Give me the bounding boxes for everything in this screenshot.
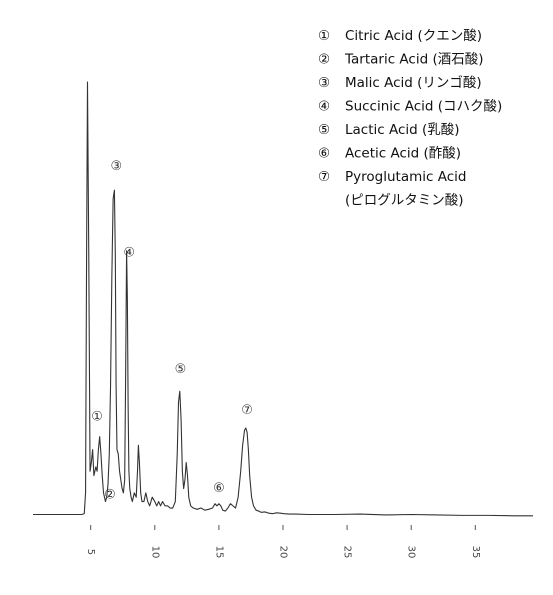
legend-entry: Tartaric Acid (酒石酸)	[344, 52, 483, 68]
x-tick-label: 5	[85, 549, 96, 555]
peak-label: ⑥	[213, 481, 225, 496]
legend-entry-line2: (ピログルタミン酸)	[345, 193, 464, 209]
legend-entry: Citric Acid (クエン酸)	[345, 28, 482, 44]
peak-label: ⑤	[175, 362, 187, 377]
x-tick-label: 20	[278, 546, 289, 559]
legend-entry: Pyroglutamic Acid	[345, 169, 466, 185]
x-tick-label: 25	[342, 546, 353, 559]
legend-marker: ④	[318, 99, 330, 115]
legend-marker: ⑦	[318, 169, 330, 185]
legend-entry: Acetic Acid (酢酸)	[345, 146, 461, 162]
legend: ① Citric Acid (クエン酸) ② Tartaric Acid (酒石酸) ③…	[318, 28, 502, 209]
legend-marker: ①	[318, 28, 330, 44]
legend-marker: ②	[318, 52, 330, 68]
legend-marker: ③	[318, 75, 330, 91]
peak-labels: ① ② ③ ④ ⑤ ⑥ ⑦	[91, 159, 253, 503]
peak-label: ⑦	[241, 403, 253, 418]
x-tick-label: 35	[470, 546, 481, 559]
peak-label: ④	[123, 245, 135, 260]
chromatogram-trace	[33, 81, 533, 517]
peak-label: ②	[104, 488, 116, 503]
x-tick-label: 10	[149, 546, 160, 559]
peak-label: ③	[111, 159, 123, 174]
peak-label: ①	[91, 410, 103, 425]
legend-entry: Malic Acid (リンゴ酸)	[345, 74, 482, 91]
x-tick-label: 15	[213, 546, 224, 559]
trace-layer	[33, 81, 533, 517]
legend-entry: Succinic Acid (コハク酸)	[345, 99, 502, 115]
legend-marker: ⑥	[318, 146, 330, 162]
x-tick-label: 30	[406, 546, 417, 559]
x-axis: 5 10 15 20 25 30 35	[85, 525, 481, 558]
legend-entry: Lactic Acid (乳酸)	[345, 122, 460, 138]
legend-marker: ⑤	[318, 122, 330, 138]
